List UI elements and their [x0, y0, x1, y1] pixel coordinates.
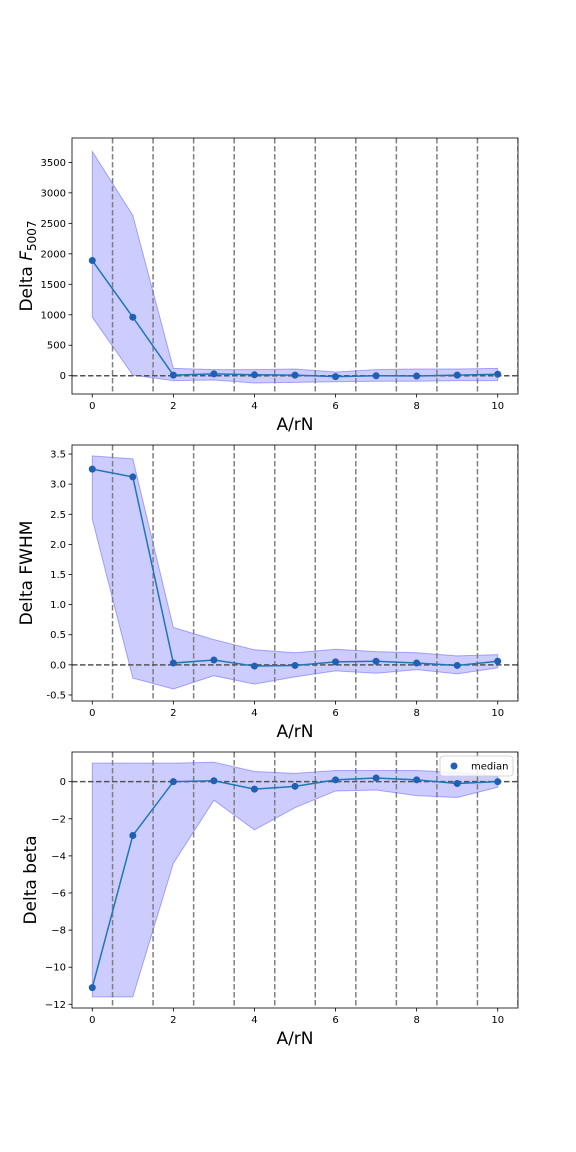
y-tick-label: 1500 — [41, 280, 66, 291]
median-point — [250, 662, 258, 670]
x-tick-label: 6 — [332, 708, 338, 719]
median-point — [169, 371, 177, 379]
y-tick-label: −8 — [51, 926, 66, 937]
y-tick-label: -0.5 — [46, 690, 66, 701]
y-tick-label: 500 — [47, 341, 66, 352]
legend-label: median — [471, 762, 509, 773]
x-tick-label: 6 — [332, 401, 338, 412]
y-tick-label: 2.0 — [50, 540, 66, 551]
chart-panel-3: 0 2 4 6 8 10 −12 −10 −8 −6 −4 −2 0 A/rN Delta beta medi… — [21, 751, 519, 1049]
y-tick-label: 2.5 — [50, 510, 66, 521]
x-tick-label: 8 — [413, 401, 419, 412]
y-tick-label: 3.0 — [50, 480, 66, 491]
x-tick-label: 8 — [413, 1015, 419, 1026]
median-point — [250, 785, 258, 793]
x-axis-label: A/rN — [276, 415, 313, 435]
median-point — [291, 371, 299, 379]
y-tick-label: 0 — [60, 777, 66, 788]
y-tick-label: 3000 — [41, 188, 66, 199]
y-tick-label: 3500 — [41, 158, 66, 169]
x-tick-label: 8 — [413, 708, 419, 719]
x-tick-label: 0 — [89, 401, 95, 412]
axes-frame — [71, 137, 519, 395]
median-point — [129, 831, 137, 839]
x-tick-label: 4 — [251, 708, 257, 719]
legend-box — [439, 755, 514, 777]
x-tick-label: 10 — [491, 401, 504, 412]
y-tick-label: 1.0 — [50, 600, 66, 611]
median-point — [332, 658, 340, 666]
median-point — [291, 661, 299, 669]
chart-panel-2: 0 2 4 6 8 10 -0.5 0.0 0.5 1.0 1.5 2.0 2.5 3.0 3.5 A/rN D… — [17, 444, 519, 742]
median-point — [332, 776, 340, 784]
median-point — [169, 659, 177, 667]
median-point — [494, 778, 502, 786]
chart-panel-1: 0 2 4 6 8 10 0 500 1000 1500 2000 2500 3000 3500 A/rN D… — [17, 137, 519, 435]
plot-area — [72, 752, 518, 1008]
median-point — [332, 373, 340, 381]
y-tick-label: 1000 — [41, 310, 66, 321]
median-point — [210, 656, 218, 664]
median-point — [372, 657, 380, 665]
y-tick-label: 0 — [60, 371, 66, 382]
median-point — [210, 777, 218, 785]
y-tick-label: −2 — [51, 814, 66, 825]
y-axis-label: Delta beta — [21, 835, 41, 924]
median-point — [453, 780, 461, 788]
y-tick-label: −6 — [51, 888, 66, 899]
x-tick-label: 2 — [170, 1015, 176, 1026]
median-point — [494, 657, 502, 665]
legend-marker — [450, 762, 458, 770]
median-point — [250, 371, 258, 379]
x-tick-label: 10 — [491, 708, 504, 719]
median-point — [453, 371, 461, 379]
y-tick-label: −4 — [51, 851, 66, 862]
x-tick-label: 4 — [251, 401, 257, 412]
x-tick-label: 6 — [332, 1015, 338, 1026]
error-band — [91, 149, 499, 384]
median-point — [88, 984, 96, 992]
x-tick-label: 2 — [170, 708, 176, 719]
legend: median — [439, 755, 514, 777]
median-point — [372, 372, 380, 380]
x-tick-label: 10 — [491, 1015, 504, 1026]
y-axis-label: Delta FWHM — [17, 521, 37, 626]
y-tick-label: 0.0 — [50, 660, 66, 671]
median-point — [413, 372, 421, 380]
y-tick-label: 2500 — [41, 219, 66, 230]
y-tick-label: 1.5 — [50, 570, 66, 581]
median-point — [413, 776, 421, 784]
x-axis-label: A/rN — [276, 722, 313, 742]
median-point — [372, 774, 380, 782]
y-axis-label: Delta F5007 — [17, 220, 39, 311]
median-point — [413, 659, 421, 667]
x-axis-label: A/rN — [276, 1029, 313, 1049]
median-point — [88, 465, 96, 473]
median-point — [129, 473, 137, 481]
median-point — [453, 661, 461, 669]
median-point — [494, 370, 502, 378]
plot-area — [72, 445, 518, 701]
x-tick-label: 2 — [170, 401, 176, 412]
x-tick-label: 0 — [89, 1015, 95, 1026]
median-point — [88, 257, 96, 265]
axes-frame — [71, 751, 519, 1009]
median-point — [169, 778, 177, 786]
y-tick-label: 0.5 — [50, 630, 66, 641]
y-tick-label: −10 — [45, 963, 66, 974]
x-tick-label: 0 — [89, 708, 95, 719]
y-tick-label: −12 — [45, 1000, 66, 1011]
median-point — [129, 313, 137, 321]
x-tick-label: 4 — [251, 1015, 257, 1026]
median-point — [210, 370, 218, 378]
y-tick-label: 2000 — [41, 249, 66, 260]
median-point — [291, 782, 299, 790]
y-tick-label: 3.5 — [50, 450, 66, 461]
axes-frame — [71, 444, 519, 702]
plot-area — [72, 138, 518, 394]
